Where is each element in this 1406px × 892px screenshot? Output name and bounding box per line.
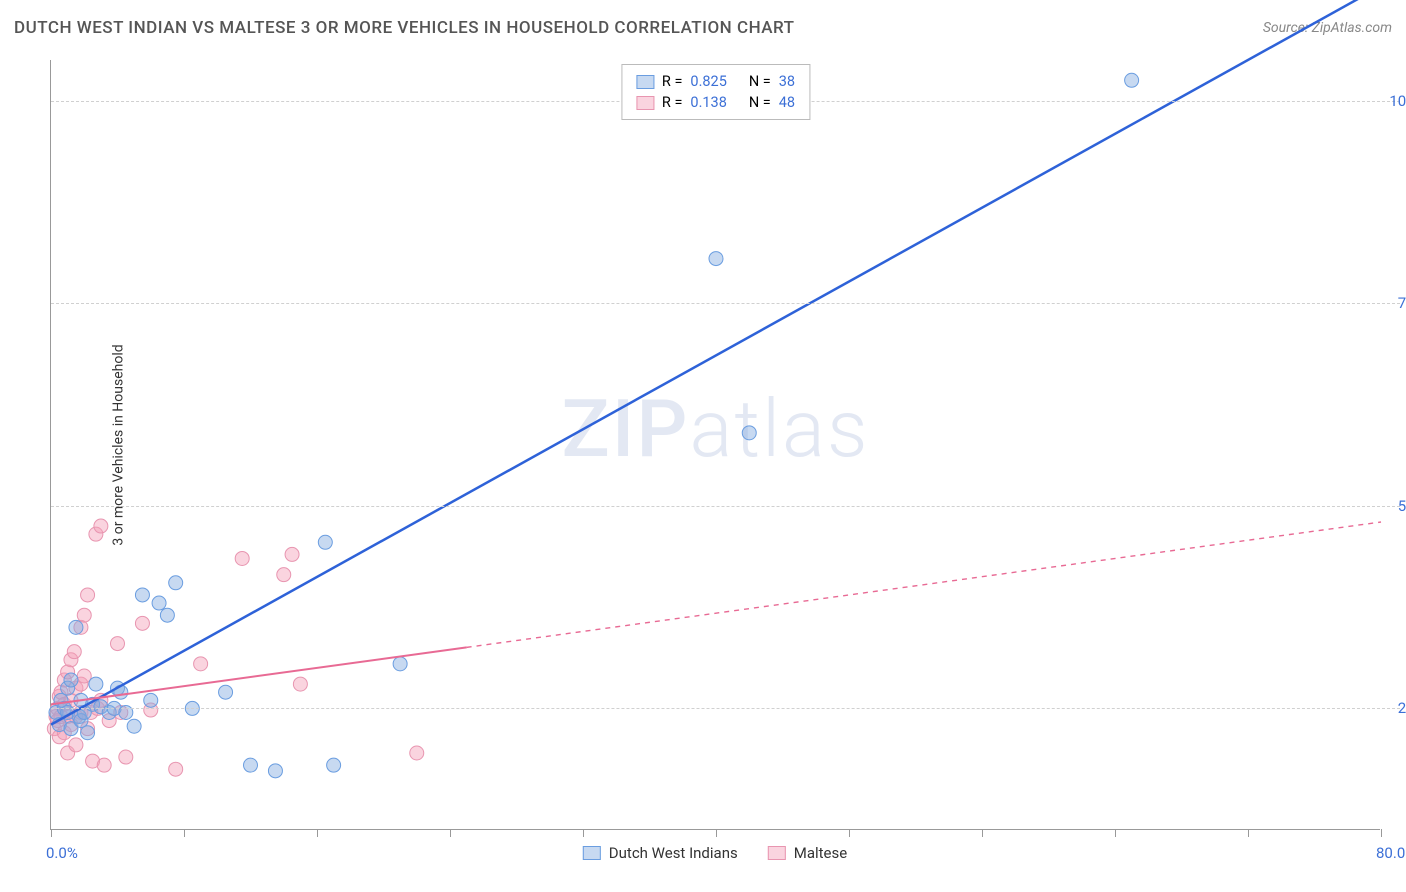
x-tick [849, 829, 850, 837]
y-axis-value: 50.0% [1398, 497, 1406, 515]
x-axis-value: 80.0% [1376, 844, 1406, 862]
legend-n-maltese: 48 [779, 94, 795, 111]
legend-label-dwi: Dutch West Indians [609, 844, 738, 862]
data-point-dwi [327, 758, 341, 772]
data-point-maltese [169, 762, 183, 776]
data-point-dwi [169, 576, 183, 590]
data-point-dwi [318, 535, 332, 549]
regression-line-maltese [51, 647, 467, 704]
x-tick [583, 829, 584, 837]
x-tick [317, 829, 318, 837]
legend-swatch-dwi [583, 846, 601, 860]
data-point-maltese [94, 519, 108, 533]
plot-area: ZIPatlas R = 0.825 N = 38 R = 0.138 N = … [50, 60, 1380, 830]
chart-title: DUTCH WEST INDIAN VS MALTESE 3 OR MORE V… [14, 18, 795, 38]
data-point-maltese [81, 588, 95, 602]
data-point-maltese [410, 746, 424, 760]
x-tick [982, 829, 983, 837]
y-axis-label: 3 or more Vehicles in Household [111, 344, 127, 545]
data-point-dwi [69, 620, 83, 634]
data-point-maltese [194, 657, 208, 671]
gridline [51, 506, 1400, 507]
source-label: Source: ZipAtlas.com [1263, 20, 1392, 36]
x-tick [1381, 829, 1382, 837]
data-point-dwi [135, 588, 149, 602]
legend-n-dwi: 38 [779, 73, 795, 90]
data-point-maltese [67, 645, 81, 659]
legend-r-dwi: 0.825 [690, 73, 726, 90]
data-point-maltese [97, 758, 111, 772]
legend-label-maltese: Maltese [794, 844, 847, 862]
x-tick [1115, 829, 1116, 837]
data-point-maltese [293, 677, 307, 691]
regression-line-maltese-dashed [467, 522, 1381, 647]
chart-svg [51, 60, 1380, 829]
y-axis-value: 100.0% [1389, 92, 1406, 110]
data-point-dwi [144, 693, 158, 707]
legend-r-label: R = [662, 94, 683, 111]
x-tick [51, 829, 52, 837]
data-point-dwi [81, 726, 95, 740]
plot-frame: ZIPatlas R = 0.825 N = 38 R = 0.138 N = … [50, 60, 1380, 830]
data-point-dwi [152, 596, 166, 610]
legend-n-label: N = [749, 73, 771, 90]
data-point-dwi [393, 657, 407, 671]
legend-swatch-maltese [636, 96, 654, 110]
data-point-dwi [1125, 73, 1139, 87]
data-point-maltese [135, 616, 149, 630]
data-point-maltese [77, 608, 91, 622]
data-point-maltese [277, 568, 291, 582]
data-point-maltese [235, 551, 249, 565]
data-point-maltese [119, 750, 133, 764]
data-point-dwi [64, 673, 78, 687]
x-tick [184, 829, 185, 837]
data-point-dwi [127, 719, 141, 733]
gridline [51, 708, 1400, 709]
data-point-maltese [111, 637, 125, 651]
x-tick [450, 829, 451, 837]
gridline [51, 303, 1400, 304]
legend-r-maltese: 0.138 [690, 94, 726, 111]
data-point-maltese [69, 738, 83, 752]
y-axis-value: 75.0% [1398, 294, 1406, 312]
x-tick [716, 829, 717, 837]
data-point-dwi [244, 758, 258, 772]
data-point-dwi [709, 252, 723, 266]
legend-series: Dutch West Indians Maltese [583, 844, 847, 862]
legend-n-label: N = [749, 94, 771, 111]
data-point-dwi [219, 685, 233, 699]
x-axis-value: 0.0% [46, 844, 78, 862]
y-axis-value: 25.0% [1398, 699, 1406, 717]
data-point-dwi [742, 426, 756, 440]
data-point-dwi [89, 677, 103, 691]
legend-r-label: R = [662, 73, 683, 90]
data-point-dwi [160, 608, 174, 622]
legend-stats: R = 0.825 N = 38 R = 0.138 N = 48 [621, 64, 810, 120]
legend-swatch-dwi [636, 75, 654, 89]
legend-swatch-maltese [768, 846, 786, 860]
x-tick [1248, 829, 1249, 837]
data-point-maltese [285, 547, 299, 561]
data-point-dwi [268, 764, 282, 778]
